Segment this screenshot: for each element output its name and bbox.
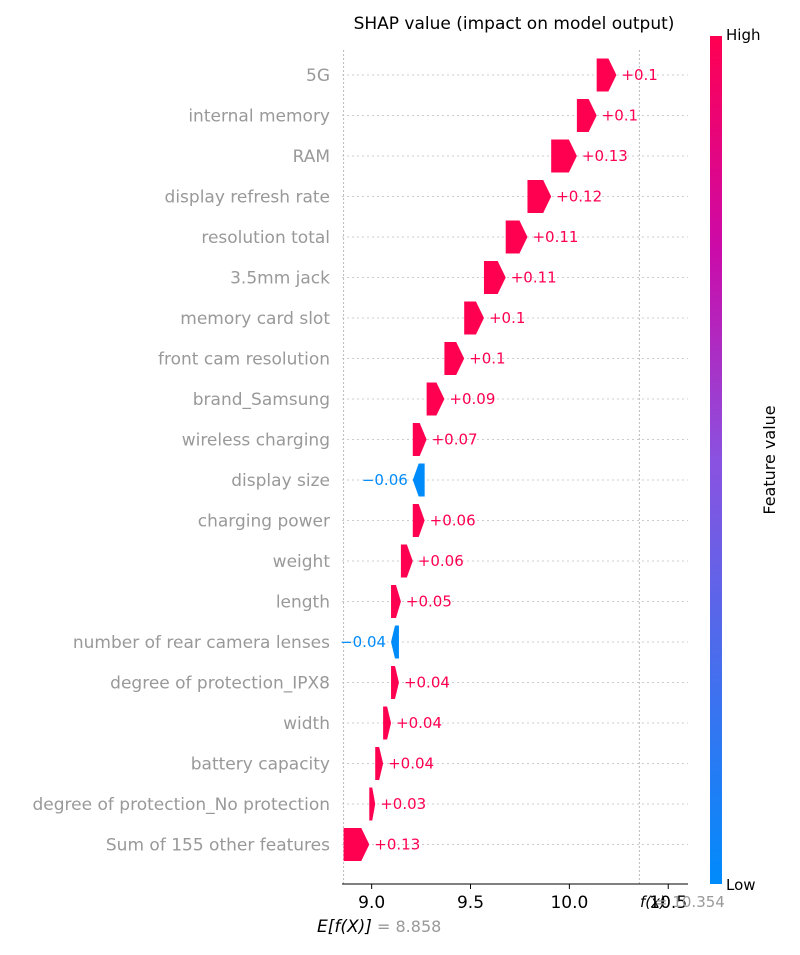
feature-bar bbox=[551, 139, 577, 173]
feature-bar bbox=[383, 706, 392, 740]
value-label: +0.05 bbox=[406, 593, 452, 611]
colorbar-high-label: High bbox=[726, 26, 760, 44]
x-axis: 9.0 9.5 10.0 10.5 E[f(X)] = 8.858 f(x) = 10… bbox=[317, 883, 725, 937]
feature-label: brand_Samsung bbox=[193, 390, 330, 410]
value-label: +0.1 bbox=[621, 66, 657, 84]
value-label: +0.06 bbox=[418, 552, 464, 570]
expected-value-label: E[f(X)] = 8.858 bbox=[317, 917, 441, 937]
x-axis-ticks: 9.0 9.5 10.0 10.5 bbox=[358, 884, 687, 913]
value-label: +0.1 bbox=[489, 309, 525, 327]
feature-label: weight bbox=[273, 552, 331, 572]
value-label: +0.12 bbox=[556, 188, 602, 206]
feature-bar bbox=[527, 180, 552, 213]
value-label: +0.09 bbox=[449, 390, 495, 408]
value-label: +0.03 bbox=[380, 795, 426, 813]
feature-label: display refresh rate bbox=[165, 188, 330, 208]
feature-label: display size bbox=[231, 471, 330, 491]
value-label: +0.07 bbox=[432, 431, 478, 449]
feature-label: width bbox=[283, 714, 330, 734]
feature-bars bbox=[343, 58, 617, 861]
colorbar-low-label: Low bbox=[726, 876, 756, 894]
feature-bar bbox=[412, 423, 427, 456]
value-label: +0.1 bbox=[602, 107, 638, 125]
feature-bar bbox=[369, 787, 376, 821]
value-label: +0.1 bbox=[469, 350, 505, 368]
feature-bar bbox=[391, 585, 401, 618]
row-gridlines bbox=[342, 74, 688, 845]
reference-lines bbox=[343, 50, 640, 884]
feature-bar bbox=[412, 463, 425, 497]
feature-label: degree of protection_IPX8 bbox=[110, 674, 330, 694]
value-label: +0.11 bbox=[532, 228, 578, 246]
model-output-symbol: f(x) bbox=[640, 893, 666, 911]
chart-title: SHAP value (impact on model output) bbox=[354, 14, 675, 34]
feature-label: charging power bbox=[198, 512, 330, 532]
feature-bar bbox=[412, 504, 425, 537]
value-label: +0.13 bbox=[582, 147, 628, 165]
feature-label: 5G bbox=[306, 66, 330, 86]
feature-bar bbox=[426, 382, 445, 416]
value-label: −0.06 bbox=[362, 471, 408, 489]
feature-label: front cam resolution bbox=[158, 350, 330, 370]
value-label: +0.04 bbox=[396, 714, 442, 732]
x-tick-label: 9.5 bbox=[457, 893, 484, 913]
feature-label: resolution total bbox=[201, 228, 330, 248]
value-label: −0.04 bbox=[340, 633, 386, 651]
colorbar-gradient bbox=[710, 36, 722, 884]
feature-label: degree of protection_No protection bbox=[33, 795, 330, 815]
feature-label: memory card slot bbox=[180, 309, 330, 329]
feature-bar bbox=[596, 58, 617, 92]
feature-label: number of rear camera lenses bbox=[73, 633, 330, 653]
feature-bar bbox=[343, 828, 370, 861]
value-label: +0.04 bbox=[388, 755, 434, 773]
feature-bar bbox=[444, 342, 465, 375]
value-label: +0.11 bbox=[511, 269, 557, 287]
x-tick-label: 10.5 bbox=[649, 893, 687, 913]
colorbar: High Low Feature value bbox=[710, 26, 779, 894]
feature-label: internal memory bbox=[188, 107, 330, 127]
feature-bar bbox=[505, 220, 528, 254]
feature-bar bbox=[483, 261, 506, 294]
feature-bar bbox=[464, 301, 484, 335]
feature-label: wireless charging bbox=[182, 431, 330, 451]
feature-label: RAM bbox=[293, 147, 330, 167]
feature-bar bbox=[391, 666, 399, 699]
value-label: +0.13 bbox=[374, 836, 420, 854]
colorbar-title: Feature value bbox=[760, 405, 779, 514]
feature-label: 3.5mm jack bbox=[230, 269, 330, 289]
x-tick-label: 10.0 bbox=[550, 893, 588, 913]
feature-label: length bbox=[276, 593, 330, 613]
feature-label: Sum of 155 other features bbox=[106, 836, 330, 856]
feature-labels: 5G internal memory RAM display refresh rate… bbox=[33, 66, 331, 856]
value-labels: +0.1 +0.1 +0.13 +0.12 +0.11 +0.11 +0.1 +0.1 +0.0… bbox=[340, 66, 658, 854]
x-tick-label: 9.0 bbox=[358, 893, 385, 913]
value-label: +0.06 bbox=[430, 512, 476, 530]
model-output-number: = 10.354 bbox=[655, 893, 725, 911]
feature-bar bbox=[400, 544, 413, 578]
expected-value-symbol: E[f(X)] bbox=[317, 917, 372, 937]
expected-value-number: = 8.858 bbox=[377, 917, 441, 936]
feature-label: battery capacity bbox=[191, 755, 330, 775]
feature-bar bbox=[391, 625, 399, 659]
feature-bar bbox=[375, 747, 384, 780]
value-label: +0.04 bbox=[404, 674, 450, 692]
model-output-label: f(x) = 10.354 bbox=[640, 893, 725, 911]
feature-bar bbox=[576, 99, 597, 132]
